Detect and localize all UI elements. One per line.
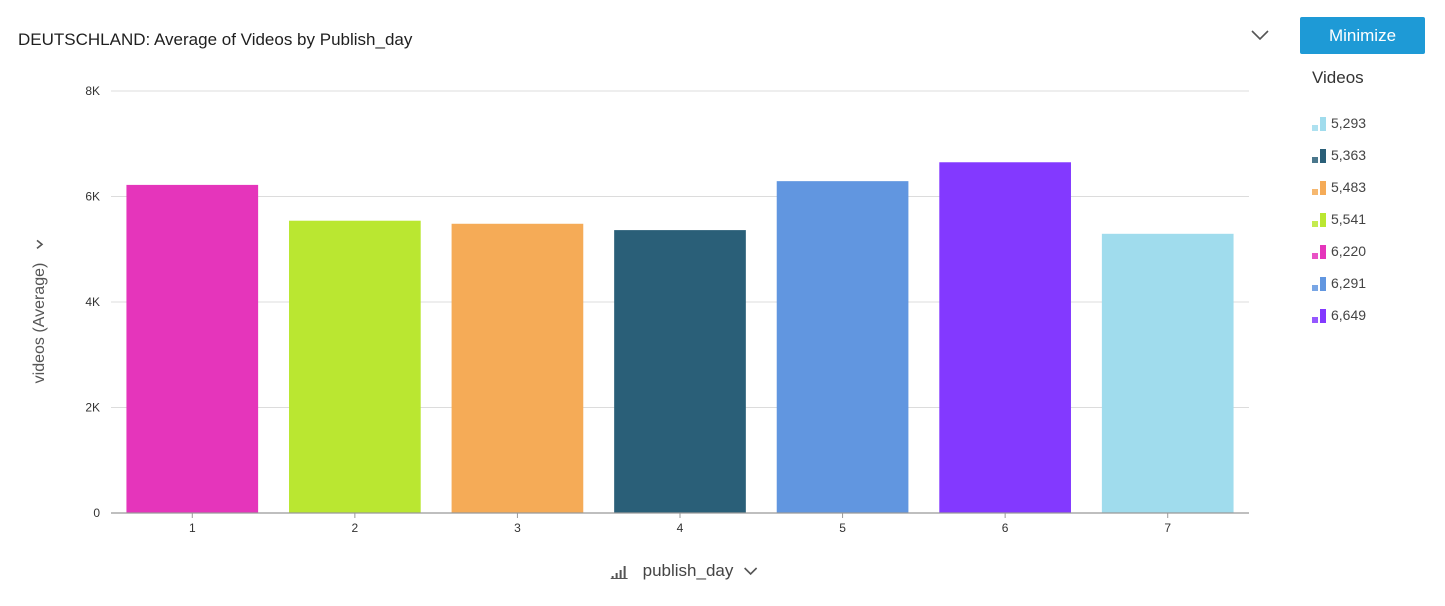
legend-item[interactable]: 6,649 — [1312, 299, 1437, 331]
legend-swatch-icon — [1312, 275, 1327, 291]
axes: 0 2K 4K 6K 8K 1 2 3 4 5 6 7 — [85, 84, 1249, 535]
legend-item-label: 5,541 — [1331, 211, 1367, 227]
bar[interactable] — [776, 181, 909, 513]
chevron-icon[interactable] — [32, 237, 48, 253]
legend-item-label: 6,649 — [1331, 307, 1367, 323]
legend-item-label: 6,291 — [1331, 275, 1367, 291]
legend-swatch-icon — [1312, 115, 1327, 131]
legend-list: 5,293 5,363 5,483 5,541 6,220 6,291 6,649 — [1312, 107, 1437, 331]
x-tick-label: 2 — [352, 521, 359, 535]
legend-item-label: 5,483 — [1331, 179, 1367, 195]
legend-item[interactable]: 6,291 — [1312, 267, 1437, 299]
y-axis-label: videos (Average) — [31, 262, 48, 384]
legend: Videos 5,293 5,363 5,483 5,541 6,220 6,291 6,6… — [1312, 66, 1437, 331]
bar[interactable] — [1101, 233, 1234, 513]
bar[interactable] — [614, 230, 746, 513]
legend-item-label: 6,220 — [1331, 243, 1367, 259]
sort-bars-icon[interactable] — [610, 563, 629, 579]
y-tick-label: 8K — [85, 84, 100, 98]
y-tick-label: 0 — [93, 506, 100, 520]
minimize-button[interactable]: Minimize — [1300, 17, 1425, 54]
legend-swatch-icon — [1312, 179, 1327, 195]
x-tick-label: 7 — [1164, 521, 1171, 535]
chevron-down-icon[interactable] — [741, 562, 759, 580]
x-tick-label: 3 — [514, 521, 521, 535]
legend-item[interactable]: 5,293 — [1312, 107, 1437, 139]
chart-title: DEUTSCHLAND: Average of Videos by Publis… — [18, 30, 413, 49]
bar[interactable] — [289, 220, 421, 513]
bar[interactable] — [939, 162, 1071, 513]
legend-item[interactable]: 5,363 — [1312, 139, 1437, 171]
x-axis-label: publish_day — [642, 561, 734, 580]
legend-item[interactable]: 5,541 — [1312, 203, 1437, 235]
y-tick-label: 4K — [85, 295, 100, 309]
legend-swatch-icon — [1312, 147, 1327, 163]
x-tick-label: 5 — [839, 521, 846, 535]
y-tick-label: 2K — [85, 401, 100, 415]
legend-item-label: 5,293 — [1331, 115, 1367, 131]
legend-title: Videos — [1312, 68, 1364, 87]
x-tick-label: 4 — [677, 521, 684, 535]
x-tick-label: 6 — [1002, 521, 1009, 535]
legend-item[interactable]: 5,483 — [1312, 171, 1437, 203]
x-axis-label-control[interactable]: publish_day — [610, 561, 760, 581]
y-tick-label: 6K — [85, 190, 100, 204]
legend-swatch-icon — [1312, 307, 1327, 323]
bar[interactable] — [451, 223, 584, 514]
legend-item-label: 5,363 — [1331, 147, 1367, 163]
legend-item[interactable]: 6,220 — [1312, 235, 1437, 267]
x-tick-label: 1 — [189, 521, 196, 535]
bar[interactable] — [126, 184, 259, 513]
bars — [126, 162, 1234, 514]
legend-swatch-icon — [1312, 243, 1327, 259]
chevron-down-icon[interactable] — [1249, 24, 1271, 46]
legend-swatch-icon — [1312, 211, 1327, 227]
y-axis-label-control[interactable]: videos (Average) — [31, 237, 49, 384]
